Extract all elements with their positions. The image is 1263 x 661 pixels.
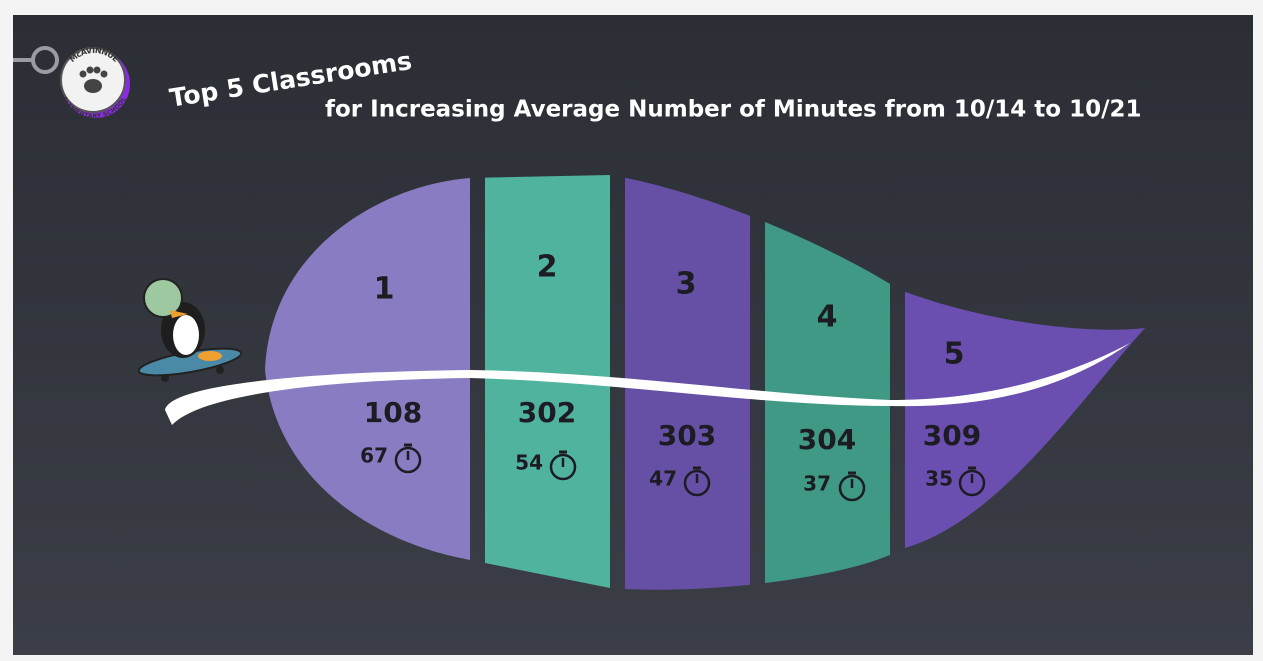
page: McAVINNUE ELEMENTARY SCHOOL Top 5 Classr…	[0, 0, 1263, 661]
wheel	[216, 366, 224, 374]
minutes: 37	[803, 472, 831, 496]
paw	[94, 67, 101, 74]
minutes: 35	[925, 467, 953, 491]
room-number: 304	[798, 423, 856, 456]
subtitle: for Increasing Average Number of Minutes…	[325, 97, 1142, 123]
rank: 5	[944, 337, 965, 372]
penguin-belly	[173, 315, 199, 355]
room-number: 309	[923, 419, 981, 452]
rank: 2	[537, 250, 558, 285]
paw	[101, 71, 108, 78]
paw	[84, 79, 102, 93]
room-number: 302	[518, 396, 576, 429]
minutes: 67	[360, 444, 388, 468]
room-number: 303	[658, 419, 716, 452]
paw	[80, 71, 87, 78]
paw	[87, 67, 94, 74]
rank: 3	[676, 267, 697, 302]
minutes: 47	[649, 467, 677, 491]
wheel	[161, 374, 169, 382]
minutes: 54	[515, 451, 543, 475]
logo: McAVINNUE ELEMENTARY SCHOOL	[61, 45, 130, 119]
rank: 4	[817, 300, 838, 335]
foot	[198, 351, 222, 361]
leaf-segment	[625, 150, 750, 600]
infographic: McAVINNUE ELEMENTARY SCHOOL Top 5 Classr…	[0, 0, 1263, 661]
rank: 1	[374, 272, 395, 307]
helmet	[144, 279, 182, 317]
room-number: 108	[364, 396, 422, 429]
